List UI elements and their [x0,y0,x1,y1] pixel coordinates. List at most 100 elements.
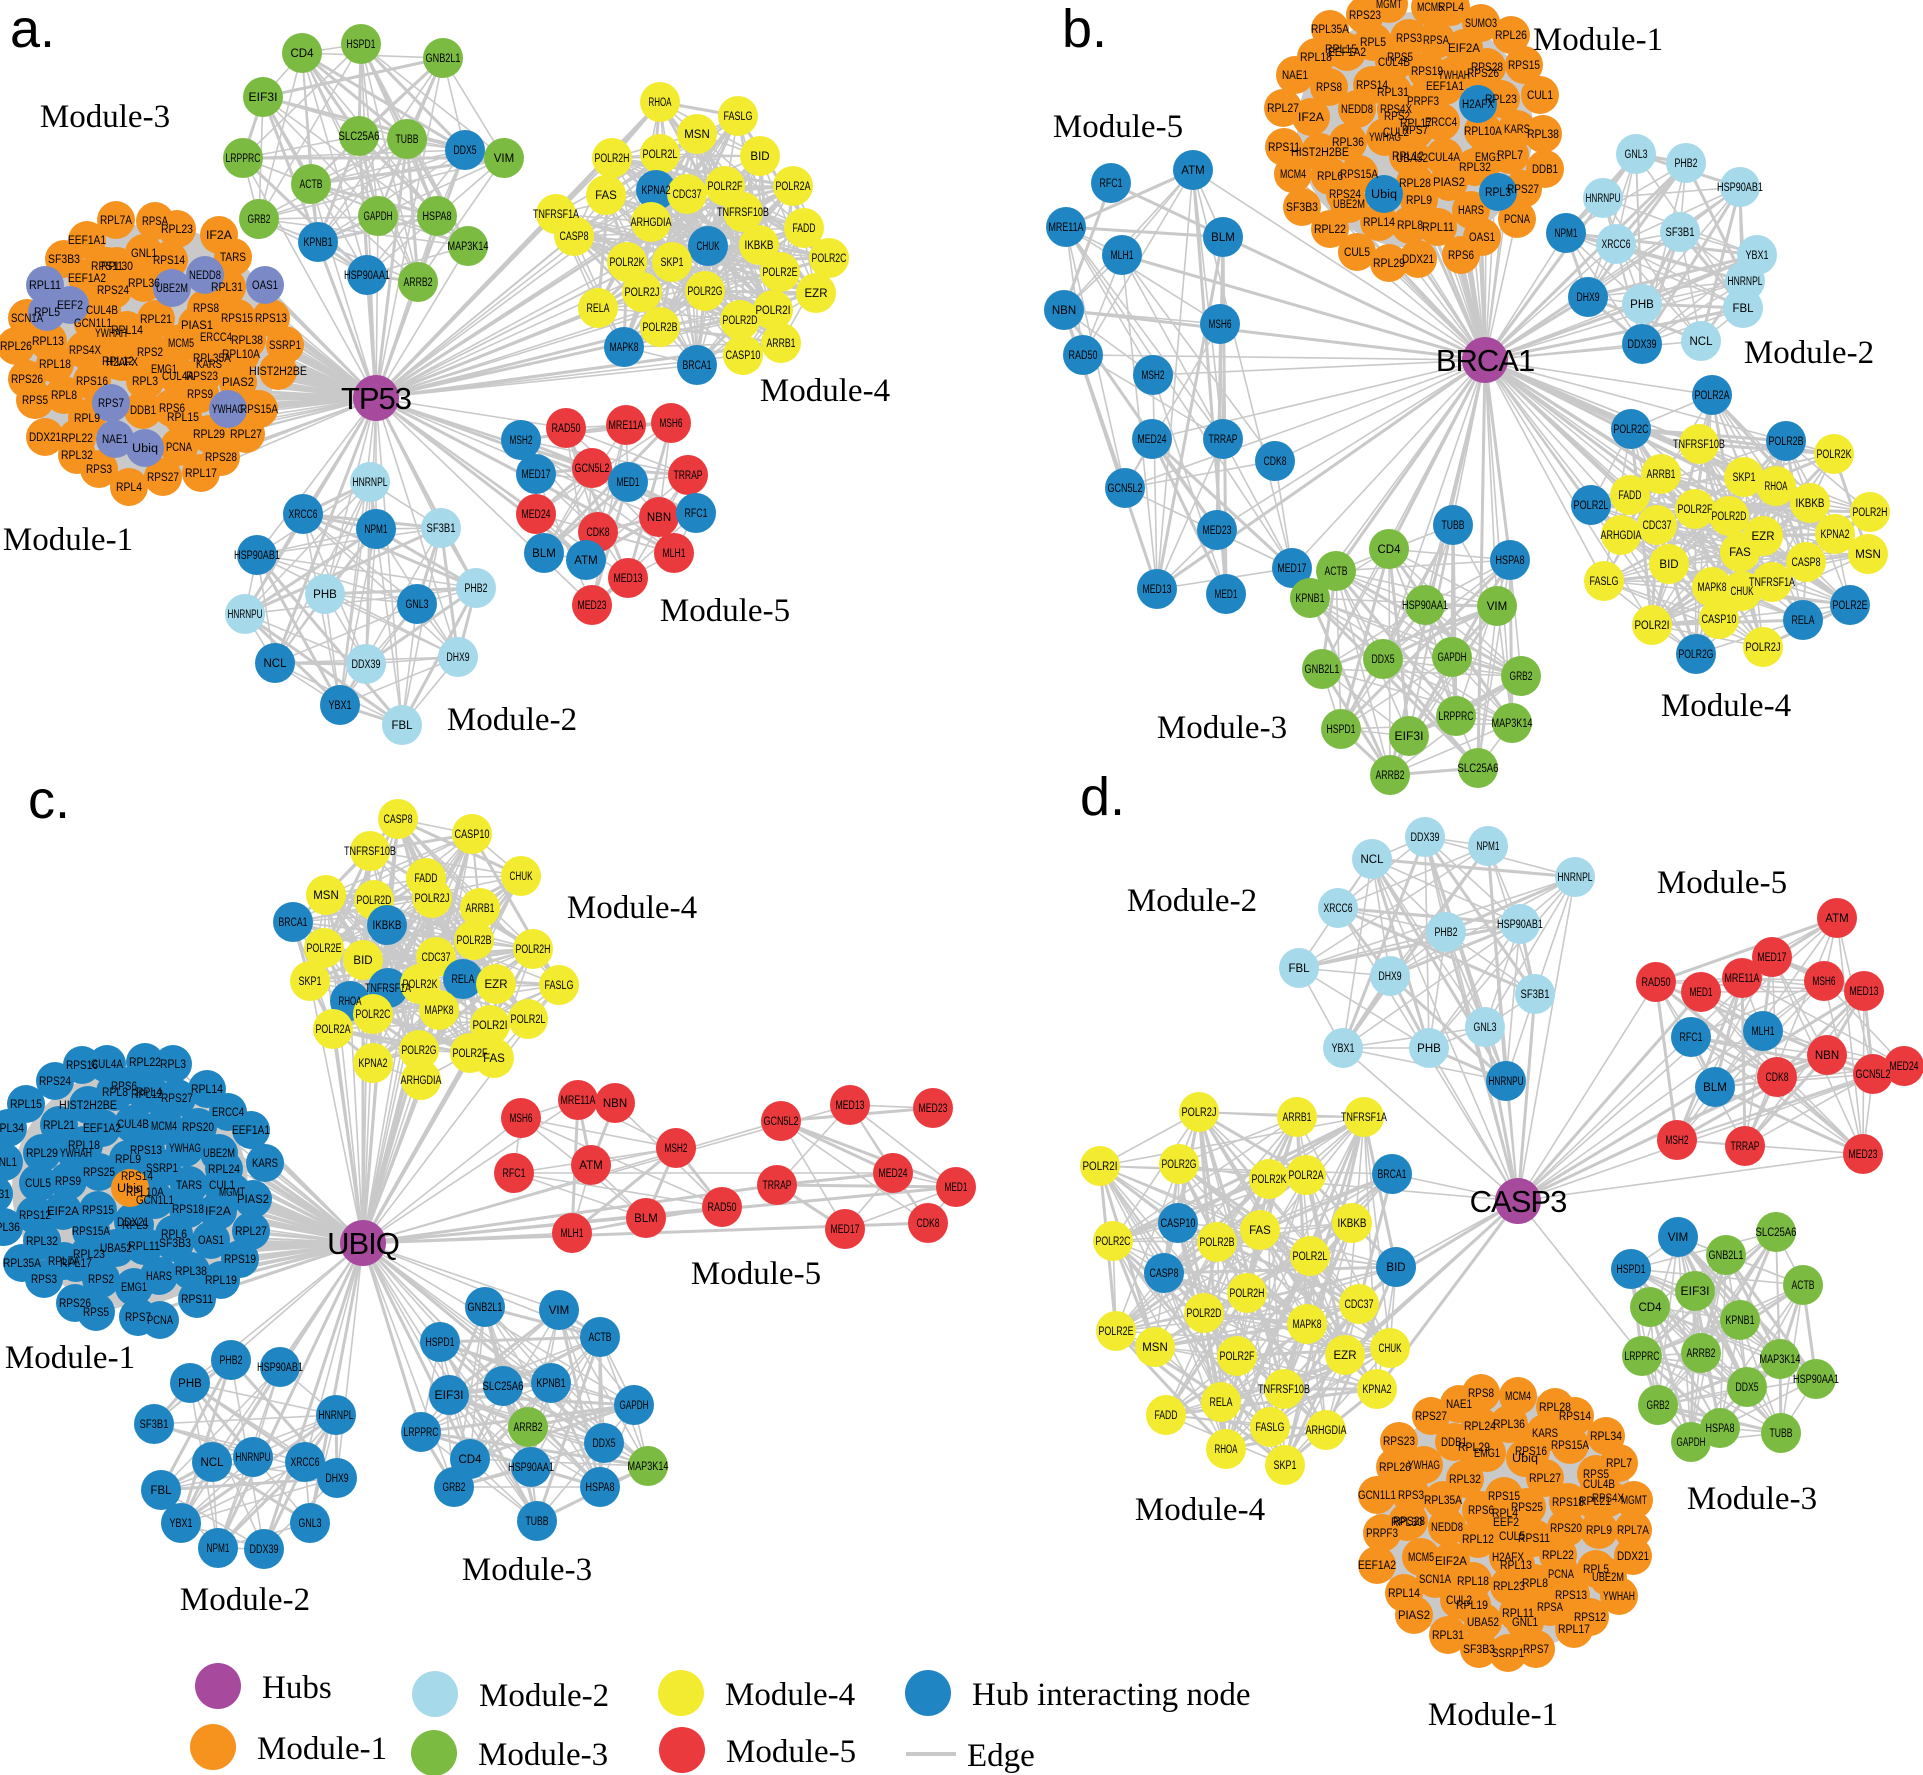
svg-text:RPS11: RPS11 [181,1294,213,1306]
svg-text:SLC25A6: SLC25A6 [339,131,380,143]
svg-text:RPS26: RPS26 [11,374,43,386]
svg-text:HSP90AA1: HSP90AA1 [508,1462,554,1474]
svg-text:CHUK: CHUK [510,871,533,883]
svg-text:KARS: KARS [1532,1428,1558,1440]
svg-text:HIST2H2BE: HIST2H2BE [1291,147,1349,159]
svg-text:BLM: BLM [634,1213,658,1225]
svg-text:MSN: MSN [313,890,339,902]
svg-text:TNFRSF1A: TNFRSF1A [1341,1112,1387,1124]
svg-text:NEDD8: NEDD8 [189,270,221,282]
svg-text:RPS5: RPS5 [22,395,48,407]
svg-text:MED1: MED1 [1215,589,1238,601]
svg-text:Module-3: Module-3 [40,99,170,135]
svg-text:RPL18: RPL18 [1457,1576,1489,1588]
svg-text:TRRAP: TRRAP [674,470,703,482]
svg-text:PHB: PHB [313,589,337,601]
svg-text:CDK8: CDK8 [587,527,610,539]
svg-text:POLR2A: POLR2A [1695,390,1730,402]
svg-text:Module-2: Module-2 [180,1582,310,1618]
svg-text:EEF1A1: EEF1A1 [1426,81,1464,93]
svg-text:RPL13: RPL13 [32,336,64,348]
svg-text:TNFRSF10B: TNFRSF10B [1673,439,1725,451]
svg-text:HSP90AB1: HSP90AB1 [234,550,280,562]
svg-text:Hubs: Hubs [262,1670,332,1706]
svg-text:BRCA1: BRCA1 [1378,1169,1407,1181]
svg-text:RPL23: RPL23 [161,224,193,236]
svg-text:RPL31: RPL31 [211,282,243,294]
svg-text:IKBKB: IKBKB [373,920,402,932]
svg-text:Module-5: Module-5 [691,1256,821,1292]
svg-text:IF2A: IF2A [206,230,232,242]
svg-text:MSN: MSN [1855,549,1881,561]
svg-text:CD4: CD4 [458,1454,482,1466]
svg-text:MED17: MED17 [831,1224,860,1236]
svg-text:EZR: EZR [1752,531,1775,543]
svg-text:POLR2J: POLR2J [415,893,450,905]
svg-text:RPS14: RPS14 [1356,80,1389,92]
svg-text:SSRP1: SSRP1 [146,1163,178,1175]
svg-text:CUL2: CUL2 [1383,127,1409,139]
svg-text:Module-2: Module-2 [447,702,577,738]
svg-text:POLR2J: POLR2J [1182,1107,1217,1119]
svg-text:HSP90AA1: HSP90AA1 [344,270,390,282]
svg-text:Hub interacting node: Hub interacting node [972,1677,1251,1713]
svg-text:HSP90AB1: HSP90AB1 [1497,919,1543,931]
svg-text:FAS: FAS [483,1053,505,1065]
svg-text:CASP10: CASP10 [455,829,490,841]
svg-text:RPSA: RPSA [142,216,168,228]
svg-text:UBE2M: UBE2M [156,283,188,295]
svg-text:Module-4: Module-4 [567,890,697,926]
svg-text:RPL23: RPL23 [1485,94,1517,106]
svg-text:NEDD8: NEDD8 [1341,104,1373,116]
svg-text:RPS15: RPS15 [82,1205,114,1217]
svg-text:TNFRSF1A: TNFRSF1A [1749,577,1795,589]
svg-text:FASLG: FASLG [1590,576,1619,588]
svg-text:RPL14: RPL14 [1363,217,1396,229]
svg-text:FAS: FAS [1249,1225,1271,1237]
svg-text:HNRNPL: HNRNPL [1558,872,1593,884]
svg-text:GNB2L1: GNB2L1 [426,53,461,65]
svg-text:RPL11: RPL11 [29,280,61,292]
svg-text:EIF3I: EIF3I [1681,1286,1710,1298]
svg-text:YBX1: YBX1 [170,1518,193,1530]
svg-text:GRB2: GRB2 [1510,671,1533,683]
svg-text:RPL19: RPL19 [205,1275,237,1287]
svg-text:Module-5: Module-5 [726,1734,856,1770]
svg-text:RPS14: RPS14 [121,1171,154,1183]
svg-text:RPL4: RPL4 [136,1087,163,1099]
svg-text:TARS: TARS [220,252,246,264]
svg-text:POLR2B: POLR2B [457,935,492,947]
svg-text:EIF2A: EIF2A [1448,43,1480,55]
svg-text:POLR2E: POLR2E [1833,600,1868,612]
svg-text:Ubiq: Ubiq [117,1183,143,1195]
svg-text:RPS27: RPS27 [1415,1411,1447,1423]
svg-text:ACTB: ACTB [1325,566,1348,578]
svg-text:b.: b. [1062,0,1107,59]
svg-text:EIF2A: EIF2A [1435,1556,1467,1568]
svg-text:RHOA: RHOA [1765,481,1788,493]
svg-text:POLR2F: POLR2F [453,1048,488,1060]
svg-text:ARRB1: ARRB1 [466,903,495,915]
svg-text:GNL3: GNL3 [299,1518,322,1530]
svg-text:UBE2M: UBE2M [1333,199,1365,211]
svg-text:RPS14: RPS14 [1559,1411,1592,1423]
svg-text:RPL6: RPL6 [161,1229,187,1241]
svg-text:RPL5: RPL5 [122,1220,148,1232]
svg-text:GCN5L2: GCN5L2 [764,1116,799,1128]
svg-text:MSN: MSN [684,129,710,141]
svg-text:Module-1: Module-1 [3,522,133,558]
svg-text:SKP1: SKP1 [299,976,322,988]
svg-text:HSPD1: HSPD1 [426,1337,455,1349]
svg-text:RAD50: RAD50 [552,423,581,435]
svg-text:CD4: CD4 [290,48,314,60]
svg-text:EIF2A: EIF2A [47,1206,79,1218]
svg-text:POLR2E: POLR2E [307,943,342,955]
svg-text:Module-2: Module-2 [479,1678,609,1714]
svg-text:BLM: BLM [1211,232,1235,244]
svg-text:DDX21: DDX21 [29,432,61,444]
svg-text:POLR2K: POLR2K [1817,449,1852,461]
svg-text:POLR2K: POLR2K [1252,1174,1287,1186]
svg-text:Module-2: Module-2 [1127,883,1257,919]
svg-text:GAPDH: GAPDH [1677,1437,1706,1449]
svg-text:POLR2D: POLR2D [723,315,758,327]
